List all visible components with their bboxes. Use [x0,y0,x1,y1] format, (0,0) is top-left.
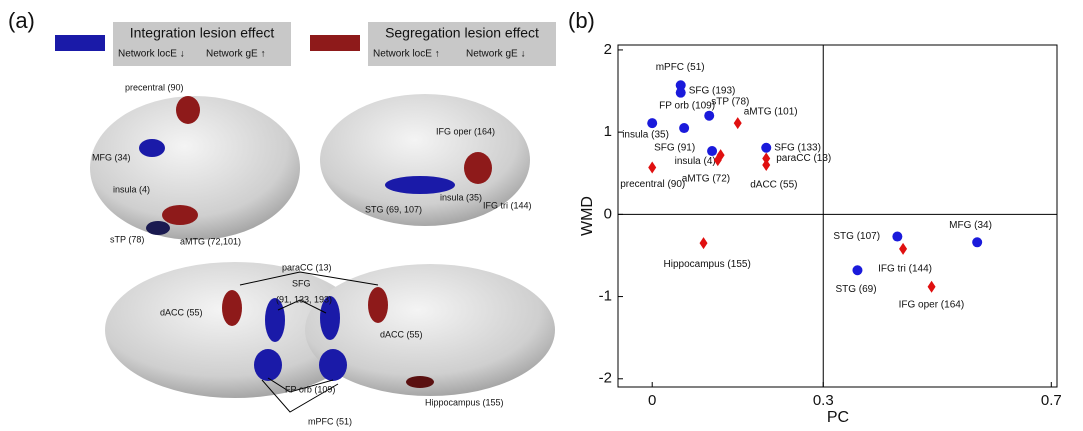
point [972,237,983,248]
y-tick-label: 2 [604,41,612,58]
region-label: paraCC (13) [282,262,332,272]
legend-label: Integration lesion effect [130,25,275,41]
point-label: aMTG (72) [682,174,730,185]
region-label: dACC (55) [380,329,423,339]
x-tick-label: 0.7 [1041,392,1062,409]
point [892,231,903,242]
x-axis-label: PC [827,409,849,426]
region-label: FP orb (109) [285,384,335,394]
point-label: sTP (78) [711,96,749,107]
point-label: SFG (91) [654,143,695,154]
point-label: IFG tri (144) [878,264,932,275]
point-label: STG (107) [833,231,880,242]
point [675,80,686,91]
region-label: STG (69, 107) [365,204,422,214]
point [733,117,742,130]
region-label: (91, 133, 193) [276,294,332,304]
region-label: dACC (55) [160,307,203,317]
region-label: Hippocampus (155) [425,397,504,407]
y-tick-label: 0 [604,205,612,222]
legend-note: Network locE ↑ [373,49,440,60]
legend-note: Network gE ↑ [206,49,265,60]
point-label: insula (4) [675,156,716,167]
point [699,237,708,250]
point-label: mPFC (51) [656,62,705,73]
legend-box [113,22,291,66]
region-labels: precentral (90) MFG (34) insula (4) sTP … [92,82,532,426]
region-label: MFG (34) [92,152,131,162]
point [762,159,771,172]
point-label: aMTG (101) [744,107,798,118]
legend-note: Network gE ↓ [466,49,525,60]
point [927,280,936,293]
point-label: dACC (55) [750,180,797,191]
point [762,152,771,165]
point [675,87,686,98]
point [713,154,722,167]
point [707,146,718,157]
point-label: FP orb (109) [659,101,715,112]
point-label: MFG (34) [949,220,992,231]
region-label: SFG [292,278,311,288]
point-label: precentral (90) [620,179,685,190]
point-label: Hippocampus (155) [664,259,751,270]
region-label: insula (4) [113,184,150,194]
point-label: insula (35) [622,130,669,141]
point-label: SFG (193) [689,85,736,96]
y-axis-label: WMD [579,196,596,236]
point [899,242,908,255]
point-label: paraCC (13) [776,153,831,164]
brains [90,94,555,413]
region-label: IFG oper (164) [436,126,495,136]
y-tick-label: -1 [599,288,612,305]
point [679,123,690,134]
point [648,161,657,174]
point [852,265,863,276]
x-tick-label: 0 [648,392,656,409]
legend-box [368,22,556,66]
legend-swatch [310,35,360,51]
region-label: IFG tri (144) [483,200,532,210]
region-label: sTP (78) [110,234,144,244]
region-label: precentral (90) [125,82,184,92]
region-label: mPFC (51) [308,416,352,426]
point [704,110,715,121]
point-label: STG (69) [835,284,876,295]
legend-note: Network locE ↓ [118,49,185,60]
region-label: insula (35) [440,192,482,202]
panel-label: (a) [8,8,35,33]
point-label: IFG oper (164) [899,299,965,310]
x-tick-label: 0.3 [813,392,834,409]
plot: 0 0.3 0.7 -2 -1 0 1 2 insula (35) mPFC (51) SFG (1… [599,41,1062,409]
panel-label: (b) [568,8,595,33]
point [761,142,772,153]
legend-label: Segregation lesion effect [385,25,539,41]
y-tick-label: 1 [604,123,612,140]
region-label: aMTG (72,101) [180,236,241,246]
plot-frame [617,44,1058,388]
point-label: SFG (133) [774,142,821,153]
y-tick-label: -2 [599,370,612,387]
point [647,118,658,129]
legend-swatch [55,35,105,51]
